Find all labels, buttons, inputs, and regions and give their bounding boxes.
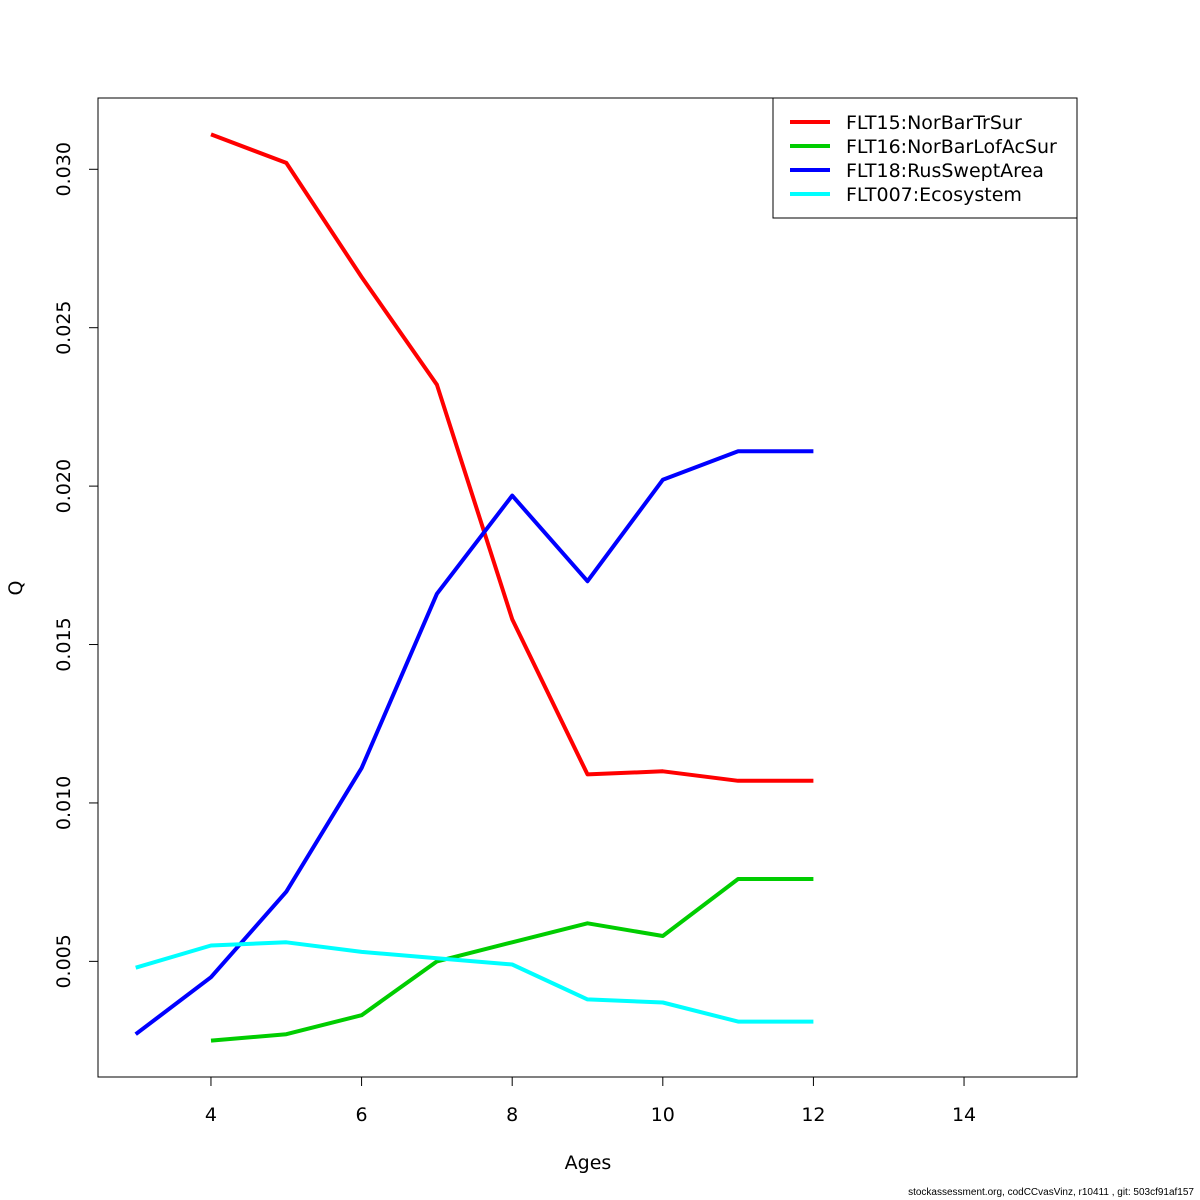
y-axis-label: Q xyxy=(5,581,27,596)
x-tick-label: 4 xyxy=(205,1104,217,1126)
y-tick-label: 0.005 xyxy=(53,934,75,988)
legend-label: FLT15:NorBarTrSur xyxy=(846,112,1022,134)
x-tick-label: 14 xyxy=(952,1104,976,1126)
legend: FLT15:NorBarTrSurFLT16:NorBarLofAcSurFLT… xyxy=(772,97,1078,219)
plot-frame xyxy=(97,97,1078,1078)
legend-box xyxy=(772,97,1078,219)
series-layer xyxy=(134,132,814,1043)
series-line-3 xyxy=(134,449,814,1036)
series-line-2 xyxy=(210,877,814,1043)
y-tick-label: 0.030 xyxy=(53,142,75,196)
x-tick-label: 12 xyxy=(801,1104,825,1126)
series-line-1 xyxy=(210,132,814,783)
legend-label: FLT007:Ecosystem xyxy=(846,184,1022,206)
y-axis: 0.005 0.010 0.015 0.020 0.025 0.030 xyxy=(53,142,98,989)
x-tick-label: 10 xyxy=(651,1104,675,1126)
x-tick-label: 8 xyxy=(506,1104,518,1126)
y-tick-label: 0.015 xyxy=(53,617,75,671)
y-tick-label: 0.020 xyxy=(53,459,75,513)
x-tick-label: 6 xyxy=(356,1104,368,1126)
x-axis: 4 6 8 10 12 14 xyxy=(205,1077,976,1126)
legend-label: FLT16:NorBarLofAcSur xyxy=(846,136,1057,158)
footer-text: stockassessment.org, codCCvasVinz, r1041… xyxy=(908,1187,1194,1198)
x-axis-label: Ages xyxy=(565,1152,612,1174)
legend-label: FLT18:RusSweptArea xyxy=(846,160,1044,182)
y-tick-label: 0.010 xyxy=(53,776,75,830)
series-line-4 xyxy=(135,940,814,1024)
y-tick-label: 0.025 xyxy=(53,300,75,354)
